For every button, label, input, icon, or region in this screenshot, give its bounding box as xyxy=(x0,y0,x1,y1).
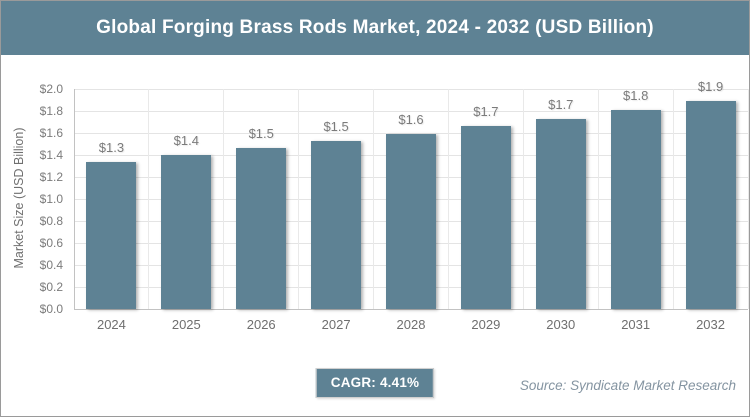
y-tick-label: $0.8 xyxy=(39,214,63,228)
x-tick-label: 2025 xyxy=(171,317,201,332)
gridline-h xyxy=(74,132,748,134)
x-tick-label: 2024 xyxy=(96,317,126,332)
x-tick-label: 2030 xyxy=(546,317,576,332)
y-tick-label: $0.4 xyxy=(39,258,63,272)
y-axis-line xyxy=(74,89,75,309)
bar xyxy=(386,134,436,309)
bar xyxy=(685,101,736,309)
gridline-v xyxy=(597,89,599,309)
gridline-v xyxy=(223,89,225,309)
gridline-v xyxy=(373,89,375,309)
x-tick-label: 2032 xyxy=(696,317,725,332)
x-axis-line xyxy=(74,309,748,310)
page-title: Global Forging Brass Rods Market, 2024 -… xyxy=(96,17,654,38)
y-tick-label: $1.4 xyxy=(39,148,63,162)
gridline-v xyxy=(522,89,524,309)
bar-value-label: $1.5 xyxy=(323,118,349,134)
bar xyxy=(86,161,137,309)
bar xyxy=(460,126,511,309)
y-tick-label: $1.8 xyxy=(39,104,63,118)
bar-value-label: $1.3 xyxy=(98,139,125,155)
x-tick-label: 2026 xyxy=(246,317,276,332)
y-tick-label: $1.2 xyxy=(39,170,63,184)
y-tick-label: $0.0 xyxy=(39,302,63,316)
y-tick-label: $0.2 xyxy=(39,280,63,294)
bar-value-label: $1.6 xyxy=(398,112,424,128)
bar xyxy=(161,155,212,309)
bar-value-label: $1.4 xyxy=(173,133,199,148)
bar xyxy=(311,140,362,309)
y-tick-label: $0.6 xyxy=(39,236,63,250)
y-tick-label: $1.6 xyxy=(39,126,63,140)
gridline-v xyxy=(298,89,300,309)
bar-value-label: $1.7 xyxy=(473,104,499,120)
chart-title-bar: Global Forging Brass Rods Market, 2024 -… xyxy=(1,1,749,55)
x-tick-label: 2027 xyxy=(321,317,351,332)
gridline-v xyxy=(148,89,150,309)
y-tick-label: $1.0 xyxy=(39,192,63,206)
gridline-h xyxy=(74,88,748,90)
x-tick-label: 2031 xyxy=(621,317,651,332)
gridline-h xyxy=(74,110,748,112)
gridline-v xyxy=(672,89,674,309)
bar-value-label: $1.9 xyxy=(697,79,724,95)
y-tick-label: $2.0 xyxy=(39,82,63,96)
x-tick-label: 2029 xyxy=(471,317,501,332)
bar xyxy=(610,109,661,309)
cagr-badge: CAGR: 4.41% xyxy=(315,368,435,398)
bar-value-label: $1.7 xyxy=(548,96,574,112)
bar xyxy=(535,118,586,309)
bar xyxy=(236,148,287,309)
gridline-v xyxy=(447,89,449,309)
gridline-v xyxy=(747,89,749,309)
bar-value-label: $1.8 xyxy=(623,87,649,103)
bar-value-label: $1.5 xyxy=(248,126,274,142)
cagr-label: CAGR: 4.41% xyxy=(330,375,420,390)
source-text: Source: Syndicate Market Research xyxy=(519,378,736,393)
x-tick-label: 2028 xyxy=(396,317,426,332)
